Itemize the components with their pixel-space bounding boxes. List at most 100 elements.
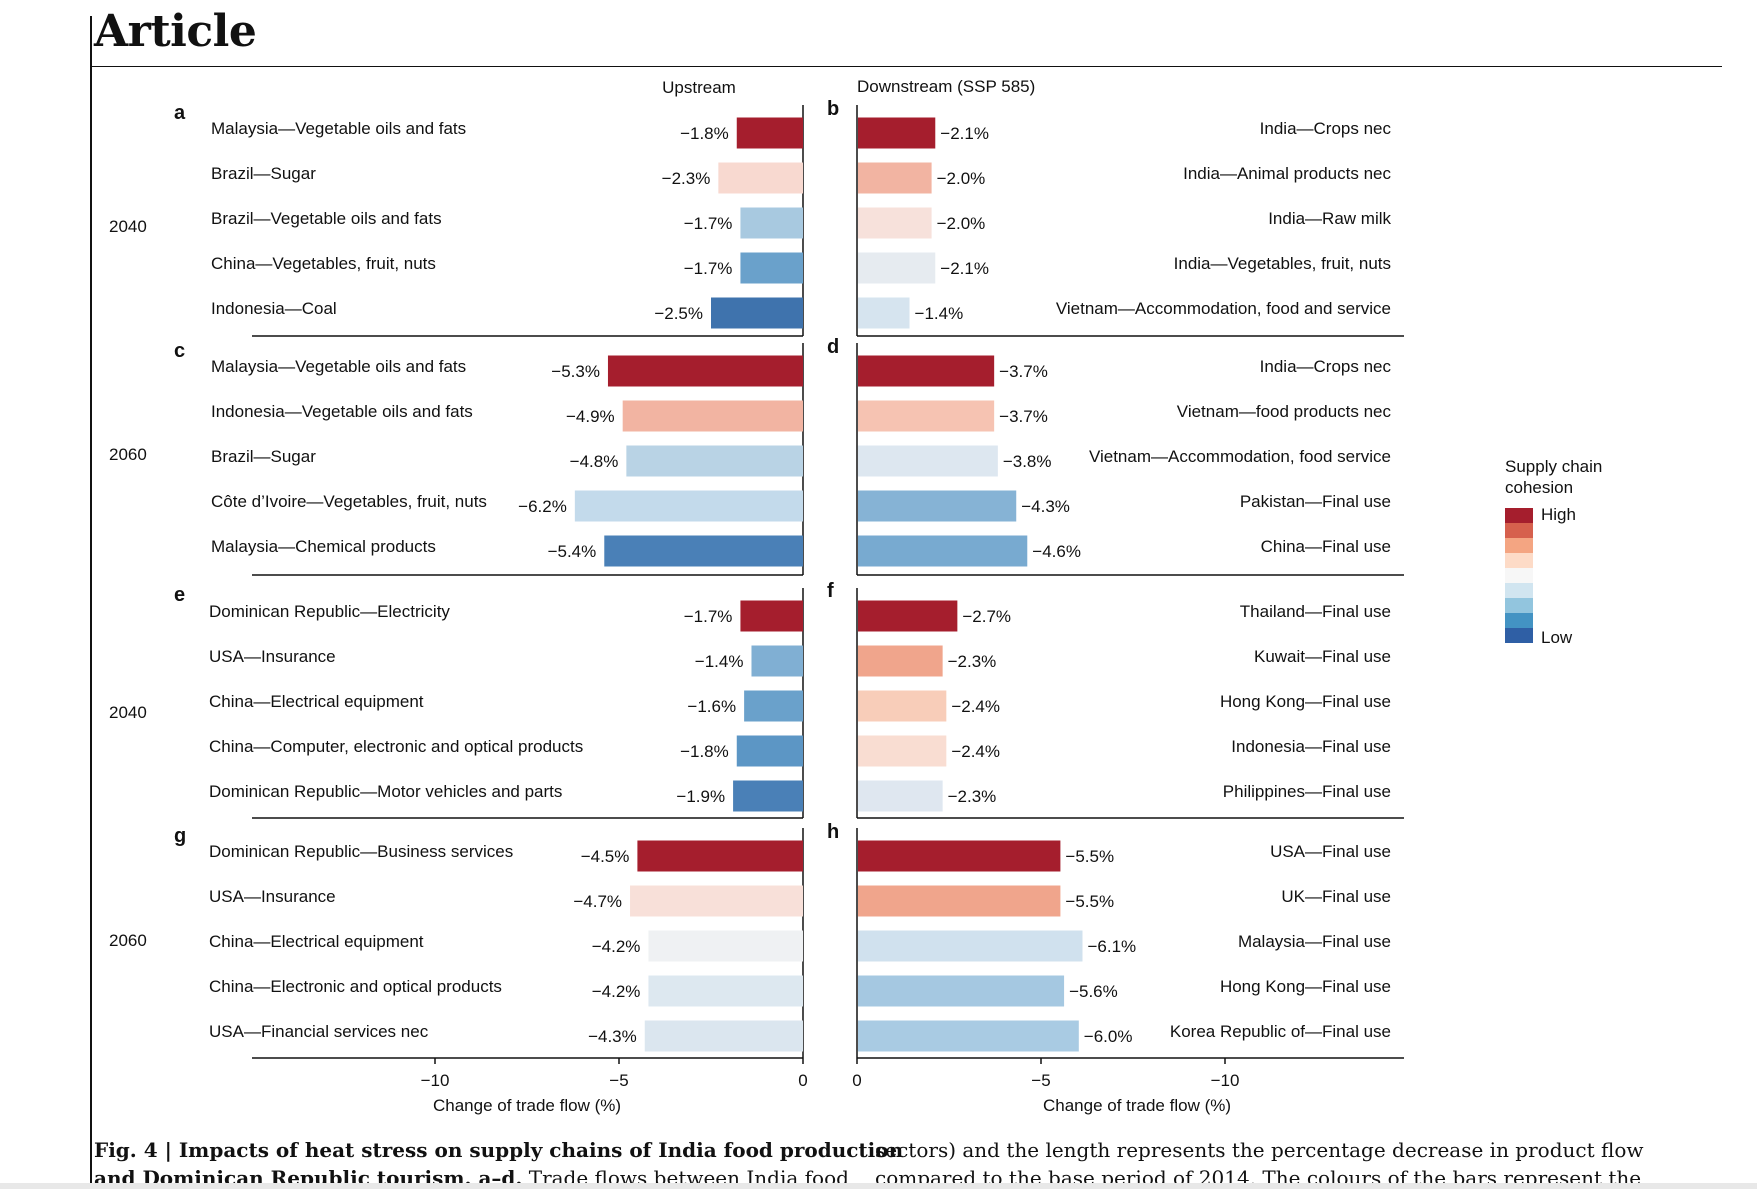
bar-value-label: −2.3% <box>948 652 997 671</box>
panels-group: a 2040 −1.8% Malaysia—Vegetable oils and fa… <box>109 98 1404 1059</box>
bar-value-label: −2.0% <box>937 169 986 188</box>
year-label: 2060 <box>109 931 147 950</box>
header-rule <box>92 66 1722 67</box>
panel-g: g 2060 −4.5% Dominican Republic—Business se… <box>109 825 804 1059</box>
bar-e-5 <box>733 780 803 812</box>
bar-b-4 <box>858 252 936 284</box>
bar-d-3 <box>858 445 998 477</box>
bar-c-2 <box>622 400 803 432</box>
legend-swatch-7 <box>1505 598 1533 613</box>
bar-value-label: −5.4% <box>548 542 597 561</box>
category-label: Vietnam—Accommodation, food and service <box>1056 299 1391 318</box>
bar-value-label: −3.8% <box>1003 452 1052 471</box>
category-label: USA—Insurance <box>209 647 336 666</box>
bar-value-label: −1.7% <box>684 607 733 626</box>
bar-value-label: −1.4% <box>695 652 744 671</box>
year-label: 2040 <box>109 217 147 236</box>
upstream-x-axis-label: Change of trade flow (%) <box>433 1096 621 1115</box>
legend-swatch-5 <box>1505 568 1533 583</box>
category-label: China—Computer, electronic and optical p… <box>209 737 583 756</box>
bar-value-label: −6.0% <box>1084 1027 1133 1046</box>
bar-h-3 <box>858 930 1083 962</box>
bar-f-1 <box>858 600 958 632</box>
legend-high-label: High <box>1541 505 1576 524</box>
caption-right-line1: sectors) and the length represents the p… <box>875 1138 1644 1162</box>
bar-c-4 <box>574 490 803 522</box>
category-label: Dominican Republic—Electricity <box>209 602 450 621</box>
x-tick-label: −10 <box>1211 1071 1240 1090</box>
bar-value-label: −4.9% <box>566 407 615 426</box>
category-label: Indonesia—Coal <box>211 299 337 318</box>
bar-b-3 <box>858 207 932 239</box>
category-label: Brazil—Sugar <box>211 447 316 466</box>
bar-value-label: −5.6% <box>1069 982 1118 1001</box>
bar-value-label: −4.5% <box>581 847 630 866</box>
panel-letter-h: h <box>827 821 839 843</box>
category-label: China—Electronic and optical products <box>209 977 502 996</box>
bar-h-4 <box>858 975 1065 1007</box>
x-tick-label: −10 <box>421 1071 450 1090</box>
downstream-column-title: Downstream (SSP 585) <box>857 77 1035 96</box>
legend-low-label: Low <box>1541 628 1573 647</box>
bar-value-label: −5.5% <box>1065 892 1114 911</box>
panel-e: e 2040 −1.7% Dominican Republic—Electricity… <box>109 584 804 819</box>
x-tick-label: −5 <box>609 1071 628 1090</box>
bar-value-label: −2.5% <box>654 304 703 323</box>
category-label: Indonesia—Vegetable oils and fats <box>211 402 473 421</box>
panel-h: h −5.5% USA—Final use −5.5% UK—Final use −6.1… <box>827 821 1404 1059</box>
category-label: UK—Final use <box>1281 887 1391 906</box>
bar-value-label: −4.8% <box>570 452 619 471</box>
legend: Supply chain cohesion High Low <box>1505 457 1602 647</box>
category-label: Vietnam—Accommodation, food service <box>1089 447 1391 466</box>
category-label: Brazil—Sugar <box>211 164 316 183</box>
bar-f-3 <box>858 690 947 722</box>
bar-value-label: −4.7% <box>573 892 622 911</box>
category-label: Hong Kong—Final use <box>1220 977 1391 996</box>
bar-g-5 <box>644 1020 803 1052</box>
bar-value-label: −1.8% <box>680 124 729 143</box>
bar-d-5 <box>858 535 1028 567</box>
bar-value-label: −5.5% <box>1065 847 1114 866</box>
bar-value-label: −1.7% <box>684 259 733 278</box>
category-label: USA—Final use <box>1270 842 1391 861</box>
bar-h-1 <box>858 840 1061 872</box>
bar-value-label: −5.3% <box>551 362 600 381</box>
bar-e-1 <box>740 600 803 632</box>
year-label: 2040 <box>109 703 147 722</box>
bar-value-label: −4.2% <box>592 937 641 956</box>
bar-f-5 <box>858 780 943 812</box>
legend-swatch-2 <box>1505 523 1533 538</box>
category-label: Malaysia—Final use <box>1238 932 1391 951</box>
bar-value-label: −1.9% <box>676 787 725 806</box>
category-label: Thailand—Final use <box>1240 602 1391 621</box>
bar-value-label: −2.3% <box>662 169 711 188</box>
category-label: India—Crops nec <box>1260 357 1392 376</box>
bar-a-2 <box>718 162 803 194</box>
bar-c-1 <box>607 355 803 387</box>
bar-value-label: −4.2% <box>592 982 641 1001</box>
panel-f: f −2.7% Thailand—Final use −2.3% Kuwait—Fina… <box>827 580 1404 819</box>
bar-value-label: −2.4% <box>951 742 1000 761</box>
bar-value-label: −4.6% <box>1032 542 1081 561</box>
category-label: Côte d’Ivoire—Vegetables, fruit, nuts <box>211 492 487 511</box>
category-label: India—Raw milk <box>1268 209 1391 228</box>
bar-d-2 <box>858 400 995 432</box>
bar-value-label: −2.3% <box>948 787 997 806</box>
category-label: China—Electrical equipment <box>209 932 424 951</box>
bar-g-3 <box>648 930 803 962</box>
category-label: Malaysia—Vegetable oils and fats <box>211 357 466 376</box>
bar-e-3 <box>744 690 803 722</box>
panel-letter-g: g <box>174 825 186 847</box>
legend-swatch-8 <box>1505 613 1533 628</box>
bar-g-2 <box>630 885 803 917</box>
category-label: India—Vegetables, fruit, nuts <box>1174 254 1391 273</box>
panel-letter-e: e <box>174 584 185 606</box>
bar-value-label: −2.4% <box>951 697 1000 716</box>
panel-letter-f: f <box>827 580 834 602</box>
category-label: Dominican Republic—Business services <box>209 842 513 861</box>
category-label: Brazil—Vegetable oils and fats <box>211 209 442 228</box>
bar-value-label: −2.1% <box>940 124 989 143</box>
downstream-x-axis-label: Change of trade flow (%) <box>1043 1096 1231 1115</box>
bar-value-label: −1.6% <box>687 697 736 716</box>
